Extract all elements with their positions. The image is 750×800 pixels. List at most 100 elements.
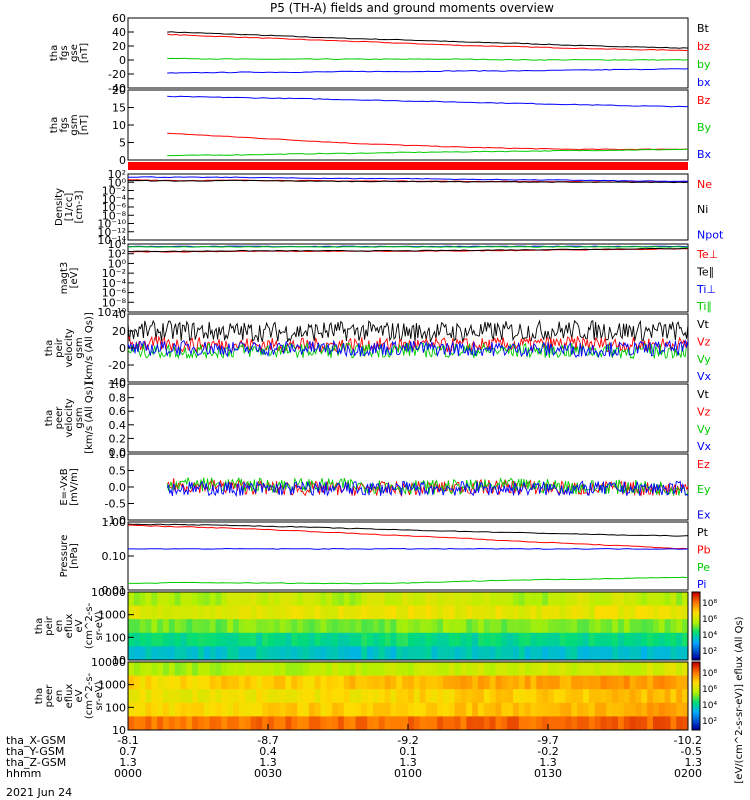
heatmap-cell [664, 646, 671, 661]
y-tick-label: 10² [108, 168, 126, 181]
heatmap-cell [460, 662, 467, 677]
heatmap-cell [215, 662, 222, 677]
legend-Pe: Pe [697, 561, 710, 574]
colorbar-segment [692, 667, 700, 670]
heatmap-cell [308, 619, 316, 634]
heatmap-cell [460, 646, 467, 661]
heatmap-cell [326, 716, 333, 731]
heatmap-cell [250, 689, 257, 704]
y-label-line: peer [54, 406, 65, 430]
heatmap-cell [133, 675, 141, 690]
y-label-line: [km/s (All Qs)] [84, 382, 95, 454]
y-label-line: en [54, 620, 65, 633]
heatmap-cell [203, 646, 211, 661]
heatmap-cell [233, 662, 240, 677]
heatmap-cell [227, 675, 234, 690]
heatmap-cell [524, 632, 531, 647]
heatmap-cell [256, 619, 263, 634]
heatmap-cell [653, 632, 660, 647]
y-label-line: tha [34, 618, 45, 634]
y-tick-label: 0 [119, 342, 126, 355]
heatmap-cell [349, 689, 356, 704]
heatmap-cell [606, 716, 613, 731]
heatmap-cell [495, 716, 502, 731]
x-tick-label: 0.4 [259, 745, 277, 758]
heatmap-cell [606, 619, 613, 634]
heatmap-cell [338, 592, 345, 607]
heatmap-cell [402, 592, 409, 607]
heatmap-cell [530, 605, 537, 620]
heatmap-cell [588, 716, 596, 731]
heatmap-cell [443, 605, 450, 620]
legend-Vy: Vy [697, 423, 711, 436]
y-label-line: Pressure [59, 535, 70, 578]
heatmap-cell [565, 632, 572, 647]
heatmap-cell [326, 702, 333, 717]
y-tick-label: 0 [119, 154, 126, 167]
heatmap-cell [606, 646, 613, 661]
heatmap-cell [583, 605, 590, 620]
heatmap-cell [133, 605, 141, 620]
heatmap-cell [378, 632, 386, 647]
heatmap-cell [250, 592, 257, 607]
heatmap-cell [583, 702, 590, 717]
heatmap-cell [583, 675, 590, 690]
heatmap-cell [303, 646, 310, 661]
colorbar-segment [692, 706, 700, 709]
x-row-label: tha_Y-GSM [6, 745, 64, 758]
heatmap-cell [472, 702, 479, 717]
legend-Vx: Vx [697, 370, 712, 383]
heatmap-cell [443, 702, 450, 717]
heatmap-cell [658, 646, 666, 661]
heatmap-cell [670, 632, 677, 647]
heatmap-cell [565, 702, 572, 717]
heatmap-cell [647, 716, 654, 731]
colorbar-segment [692, 690, 700, 694]
heatmap-cell [157, 675, 164, 690]
legend-Ti∥: Ti∥ [696, 300, 712, 313]
heatmap-cell [641, 632, 648, 647]
heatmap-cell [571, 675, 578, 690]
heatmap-cell [600, 592, 607, 607]
heatmap-cell [682, 675, 689, 690]
y-label-line: [cm-3] [74, 190, 85, 223]
heatmap-cell [402, 605, 409, 620]
heatmap-cell [559, 716, 566, 731]
heatmap-cell [483, 662, 491, 677]
heatmap-cell [396, 632, 403, 647]
heatmap-cell [658, 716, 666, 731]
heatmap-cell [588, 605, 596, 620]
y-axis-label: Pressure[nPa] [59, 535, 80, 578]
colorbar-segment [692, 632, 700, 635]
colorbar-segment [692, 637, 700, 641]
heatmap-cell [513, 702, 520, 717]
heatmap-cell [524, 646, 531, 661]
heatmap-cell [297, 662, 304, 677]
heatmap-cell [326, 689, 333, 704]
heatmap-cell [553, 619, 561, 634]
heatmap-cell [209, 619, 216, 634]
colorbar-segment [692, 665, 700, 668]
legend-Vy: Vy [697, 353, 711, 366]
heatmap-cell [244, 689, 251, 704]
heatmap-cell [472, 592, 479, 607]
heatmap-cell [612, 646, 619, 661]
heatmap-cell [629, 632, 636, 647]
series-Ti∥ [127, 246, 688, 248]
heatmap-cell [303, 689, 310, 704]
heatmap-cell [291, 702, 298, 717]
heatmap-cell [133, 702, 141, 717]
heatmap-cell [466, 619, 473, 634]
heatmap-cell [192, 702, 199, 717]
heatmap-cell [437, 702, 444, 717]
heatmap-cell [501, 592, 508, 607]
heatmap-cell [186, 716, 193, 731]
heatmap-cell [483, 605, 491, 620]
heatmap-cell [355, 646, 362, 661]
heatmap-cell [658, 675, 666, 690]
heatmap-cell [314, 605, 321, 620]
colorbar-segment [692, 619, 700, 622]
heatmap-cell [583, 662, 590, 677]
heatmap-cell [577, 605, 584, 620]
heatmap-cell [472, 675, 479, 690]
